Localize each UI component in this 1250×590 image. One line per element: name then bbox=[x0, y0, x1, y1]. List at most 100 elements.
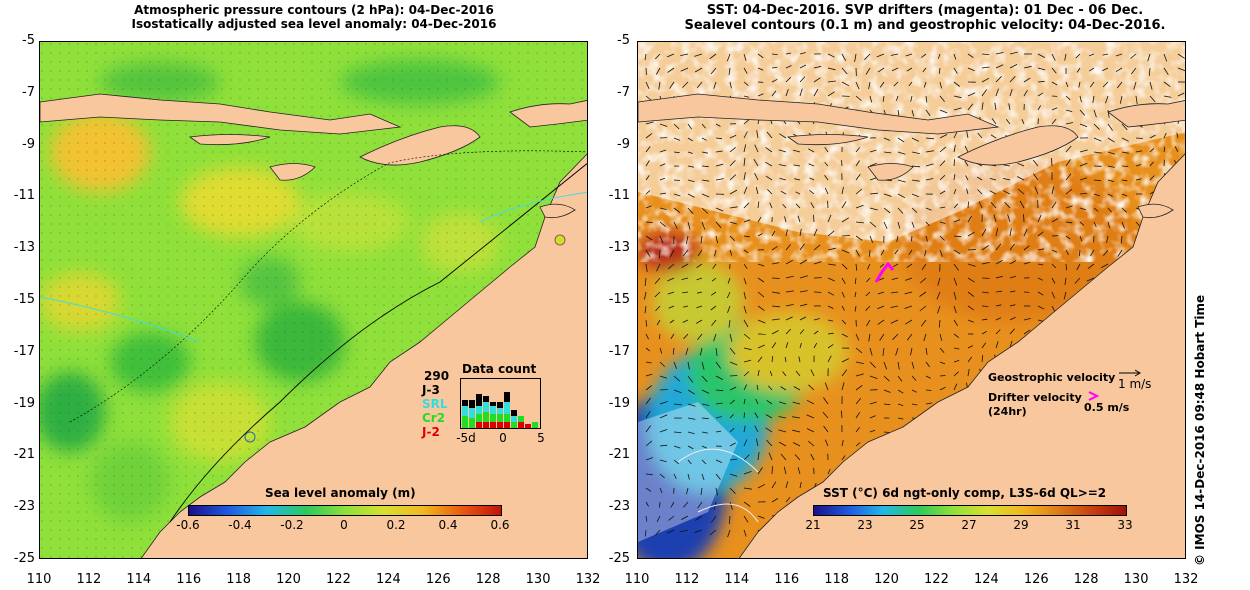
velocity-arrow bbox=[1115, 53, 1123, 57]
velocity-arrow bbox=[754, 172, 759, 181]
velocity-arrow bbox=[673, 431, 682, 433]
velocity-arrow bbox=[991, 118, 997, 125]
velocity-arrow bbox=[911, 403, 918, 406]
velocity-arrow bbox=[883, 389, 891, 393]
velocity-arrow bbox=[656, 263, 661, 272]
velocity-arrow bbox=[827, 67, 836, 71]
velocity-arrow bbox=[799, 228, 802, 237]
velocity-arrow bbox=[659, 389, 668, 391]
colorbar-tick-label: 21 bbox=[805, 518, 821, 532]
data-count-bar bbox=[497, 402, 503, 408]
velocity-arrow bbox=[827, 305, 834, 309]
velocity-arrow bbox=[813, 214, 815, 223]
velocity-arrow bbox=[981, 89, 988, 97]
velocity-arrow bbox=[813, 342, 818, 349]
velocity-arrow bbox=[1121, 193, 1128, 197]
velocity-arrow bbox=[1065, 249, 1069, 255]
velocity-arrow bbox=[924, 249, 927, 257]
velocity-arrow bbox=[1051, 118, 1057, 125]
velocity-arrow bbox=[701, 137, 707, 141]
velocity-arrow bbox=[865, 67, 871, 75]
velocity-arrow bbox=[771, 246, 778, 251]
velocity-arrow bbox=[953, 305, 957, 314]
velocity-arrow bbox=[799, 290, 808, 293]
velocity-arrow bbox=[823, 397, 829, 405]
velocity-arrow bbox=[1107, 151, 1116, 155]
y-tick-label: -17 bbox=[608, 343, 630, 359]
velocity-arrow bbox=[1023, 318, 1031, 321]
velocity-arrow bbox=[645, 410, 651, 419]
velocity-arrow bbox=[743, 333, 751, 340]
velocity-arrow bbox=[827, 355, 832, 363]
velocity-arrow bbox=[659, 487, 663, 493]
data-count-bar bbox=[469, 418, 475, 428]
velocity-arrow bbox=[645, 175, 650, 181]
velocity-arrow bbox=[1149, 95, 1156, 103]
y-tick-label: -15 bbox=[608, 292, 630, 307]
velocity-arrow bbox=[1107, 193, 1113, 197]
velocity-arrow bbox=[729, 361, 738, 366]
velocity-arrow bbox=[1065, 145, 1072, 153]
velocity-arrow bbox=[644, 291, 647, 300]
x-tick-label: 112 bbox=[76, 572, 102, 587]
velocity-arrow bbox=[841, 305, 845, 311]
velocity-arrow bbox=[793, 164, 801, 167]
velocity-arrow bbox=[799, 52, 806, 55]
velocity-arrow bbox=[841, 358, 849, 363]
velocity-arrow bbox=[939, 134, 948, 139]
velocity-arrow bbox=[865, 305, 871, 311]
velocity-arrow bbox=[841, 160, 843, 167]
x-tick-label: 124 bbox=[973, 572, 999, 587]
velocity-arrow bbox=[967, 263, 976, 267]
data-count-bar bbox=[532, 422, 538, 428]
velocity-arrow bbox=[906, 67, 913, 72]
velocity-arrow bbox=[715, 221, 722, 229]
velocity-arrow bbox=[778, 429, 787, 433]
velocity-arrow bbox=[701, 417, 709, 420]
velocity-arrow bbox=[1148, 67, 1151, 76]
velocity-arrow bbox=[765, 147, 773, 153]
velocity-arrow bbox=[995, 317, 1002, 321]
velocity-arrow bbox=[1037, 248, 1045, 251]
velocity-arrow bbox=[869, 192, 878, 195]
velocity-arrow bbox=[953, 347, 960, 350]
velocity-arrow bbox=[925, 375, 931, 379]
velocity-arrow bbox=[813, 228, 818, 237]
velocity-arrow bbox=[855, 235, 863, 241]
velocity-arrow bbox=[1037, 263, 1044, 266]
velocity-arrow bbox=[743, 501, 751, 507]
y-tick-label: -23 bbox=[13, 499, 35, 515]
velocity-arrow bbox=[911, 165, 920, 168]
velocity-arrow bbox=[645, 249, 651, 257]
velocity-arrow bbox=[743, 95, 750, 98]
velocity-arrow bbox=[808, 148, 815, 153]
velocity-arrow bbox=[1163, 53, 1168, 62]
velocity-arrow bbox=[809, 189, 815, 195]
velocity-arrow bbox=[666, 53, 675, 58]
velocity-arrow bbox=[659, 429, 668, 433]
velocity-arrow bbox=[866, 277, 871, 283]
velocity-arrow bbox=[673, 389, 682, 394]
velocity-arrow bbox=[808, 440, 815, 447]
velocity-arrow bbox=[1009, 260, 1017, 265]
velocity-arrow bbox=[896, 95, 899, 101]
velocity-arrow bbox=[680, 67, 689, 72]
velocity-arrow bbox=[743, 202, 750, 209]
velocity-arrow bbox=[645, 501, 649, 507]
velocity-arrow bbox=[891, 277, 899, 280]
velocity-arrow bbox=[1121, 207, 1127, 213]
velocity-arrow bbox=[953, 383, 958, 391]
velocity-arrow bbox=[659, 123, 668, 127]
velocity-arrow bbox=[785, 316, 793, 321]
colorbar-tick-label: 0.4 bbox=[438, 518, 458, 532]
x-tick-label: 128 bbox=[1073, 572, 1099, 587]
velocity-arrow bbox=[799, 259, 808, 265]
sst-map[interactable] bbox=[637, 41, 1186, 559]
velocity-arrow bbox=[757, 452, 760, 461]
velocity-arrow bbox=[1115, 67, 1123, 73]
velocity-arrow bbox=[668, 515, 675, 521]
data-count-bar bbox=[483, 412, 489, 422]
sea-level-anomaly-map[interactable] bbox=[39, 41, 588, 559]
velocity-arrow bbox=[771, 230, 776, 237]
velocity-arrow bbox=[645, 397, 651, 405]
